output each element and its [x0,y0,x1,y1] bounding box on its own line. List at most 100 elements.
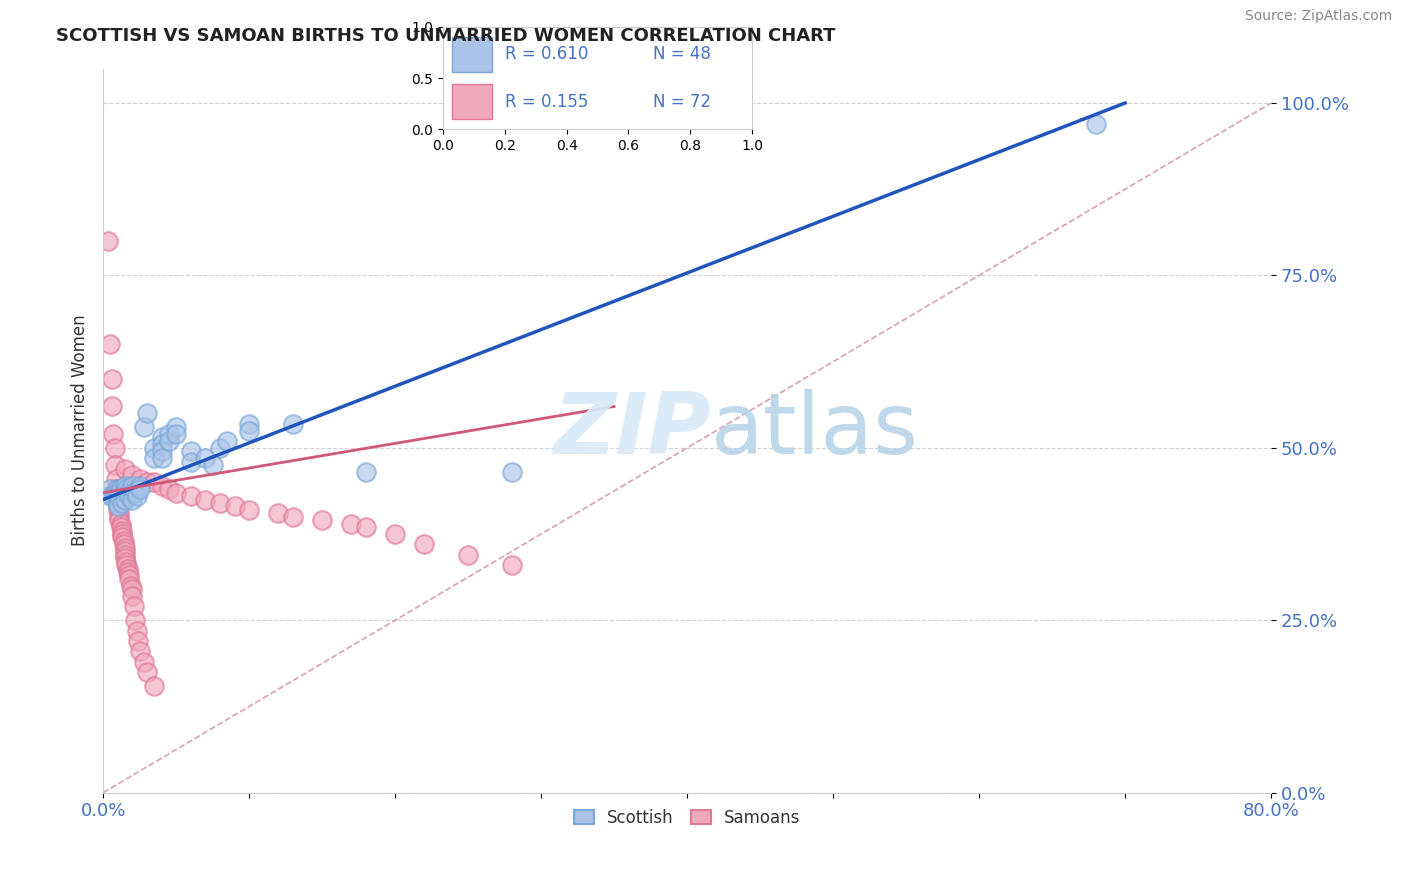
Text: SCOTTISH VS SAMOAN BIRTHS TO UNMARRIED WOMEN CORRELATION CHART: SCOTTISH VS SAMOAN BIRTHS TO UNMARRIED W… [56,27,835,45]
Point [124,613,146,627]
Point [180,444,202,458]
Point [281,509,304,524]
Legend: Scottish, Samoans: Scottish, Samoans [565,800,808,835]
Point [105,489,128,503]
FancyBboxPatch shape [453,84,492,119]
Point [128,479,150,493]
Point [103,427,125,442]
Point [114,492,136,507]
Point [114,479,136,493]
Point [108,513,131,527]
Point [354,465,377,479]
Point [114,461,136,475]
Point [107,485,129,500]
Point [121,479,143,493]
Point [115,558,138,572]
Point [107,482,129,496]
Point [311,513,333,527]
Point [100,482,122,496]
Point [111,527,134,541]
Point [127,634,149,648]
Point [115,482,138,496]
Point [111,496,134,510]
Point [100,337,122,351]
Point [136,406,159,420]
Point [340,516,363,531]
Point [157,482,180,496]
Point [150,437,173,451]
Point [136,475,159,490]
Point [108,509,131,524]
Point [165,485,187,500]
Point [180,489,202,503]
Point [111,531,134,545]
Point [150,444,173,458]
Point [238,503,260,517]
Point [110,520,132,534]
Text: N = 48: N = 48 [654,45,711,63]
Text: R = 0.610: R = 0.610 [505,45,588,63]
Point [501,558,523,572]
Point [114,485,136,500]
Point [208,441,231,455]
Text: ZIP: ZIP [553,389,710,472]
Y-axis label: Births to Unmarried Women: Births to Unmarried Women [72,315,89,547]
Point [165,427,187,442]
Point [107,489,129,503]
Point [110,516,132,531]
Point [354,520,377,534]
Point [143,441,166,455]
Point [103,489,125,503]
Point [157,434,180,448]
Point [281,417,304,431]
Point [121,485,143,500]
Point [117,565,139,579]
Point [114,551,136,566]
Point [121,582,143,597]
Point [125,624,148,638]
Point [128,644,150,658]
Point [157,427,180,442]
Point [121,492,143,507]
Point [267,506,290,520]
Point [224,500,246,514]
Point [112,537,135,551]
Point [118,572,141,586]
Point [100,489,122,503]
Point [457,548,479,562]
Point [150,479,173,493]
Point [114,544,136,558]
Point [128,472,150,486]
Point [115,555,138,569]
Text: R = 0.155: R = 0.155 [505,93,588,111]
Point [238,424,260,438]
Point [143,679,166,693]
Point [132,420,155,434]
Point [105,472,128,486]
Point [143,451,166,466]
Point [194,451,217,466]
Point [150,451,173,466]
Point [114,548,136,562]
Point [1084,117,1107,131]
Point [150,430,173,444]
Point [143,475,166,490]
Point [238,417,260,431]
Point [201,458,224,472]
Point [117,561,139,575]
Point [107,503,129,517]
Point [122,599,145,614]
Point [194,492,217,507]
Point [118,489,141,503]
Point [117,485,139,500]
Point [208,496,231,510]
FancyBboxPatch shape [453,37,492,72]
Point [107,500,129,514]
Point [501,465,523,479]
Point [108,489,131,503]
Point [107,496,129,510]
Point [96,234,118,248]
Text: N = 72: N = 72 [654,93,711,111]
Text: Source: ZipAtlas.com: Source: ZipAtlas.com [1244,9,1392,23]
Point [114,541,136,555]
